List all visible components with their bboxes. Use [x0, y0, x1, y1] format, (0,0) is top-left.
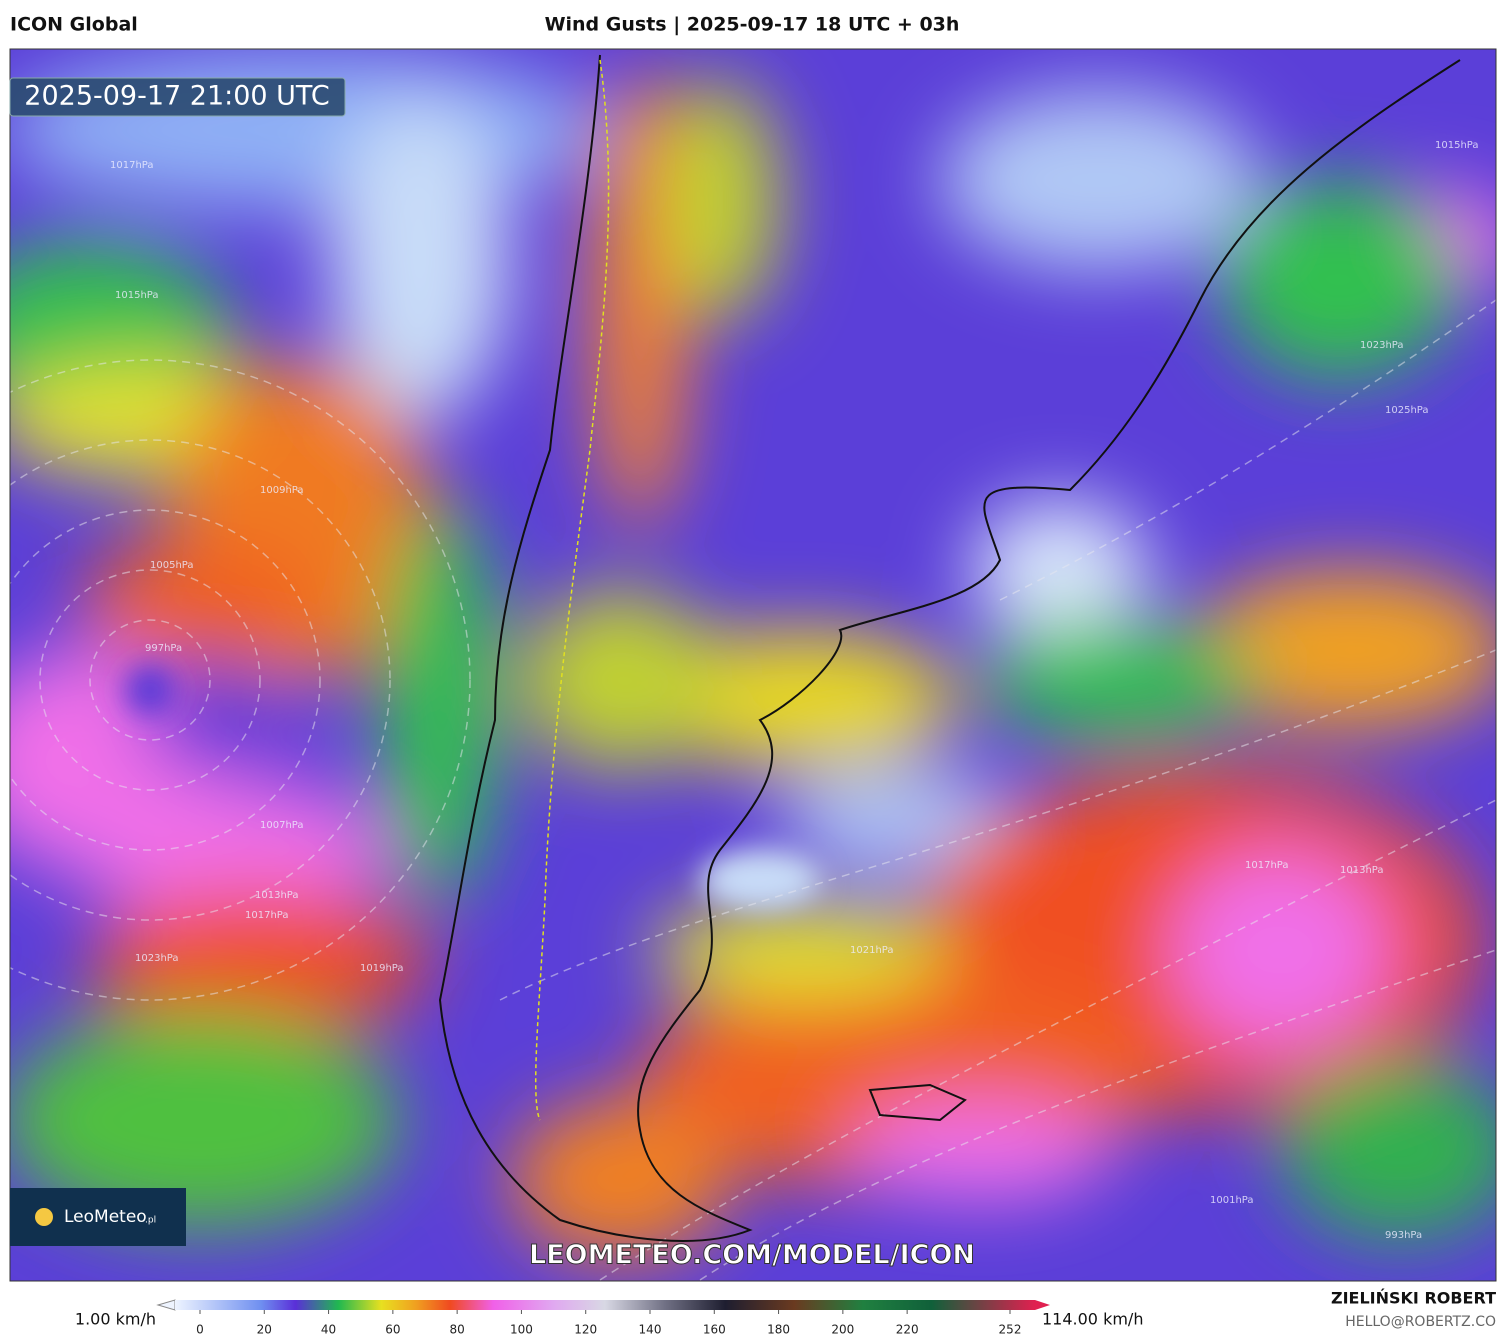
isobar-label: 1001hPa — [1210, 1195, 1254, 1206]
logo: LeoMeteo — [64, 1207, 147, 1227]
isobar-label: 1025hPa — [1385, 405, 1429, 416]
map: 1017hPa 1015hPa 1009hPa 1005hPa 997hPa 1007hP… — [10, 49, 1496, 1281]
isobar-label: 1015hPa — [1435, 140, 1479, 151]
tick-label: 120 — [574, 1323, 597, 1337]
tick-label: 180 — [767, 1323, 790, 1337]
tick-label: 0 — [196, 1323, 204, 1337]
isobar-label: 1023hPa — [1360, 340, 1404, 351]
url: LEOMETEO.COM/MODEL/ICON — [529, 1240, 975, 1271]
tick-label: 220 — [896, 1323, 919, 1337]
tick-label: 100 — [510, 1323, 533, 1337]
isobar-label: 1019hPa — [360, 963, 404, 974]
isobar-label: 1007hPa — [260, 820, 304, 831]
tick-label: 200 — [831, 1323, 854, 1337]
tick-label: 20 — [257, 1323, 272, 1337]
legend-arrow-right — [1035, 1300, 1050, 1310]
model-name: ICON Global — [10, 14, 138, 36]
isobar-label: 1017hPa — [245, 910, 289, 921]
colorbar — [175, 1300, 1035, 1310]
logo-suffix: .pl — [145, 1216, 156, 1226]
timestamp-box — [9, 77, 346, 117]
isobar-label: 993hPa — [1385, 1230, 1422, 1241]
logo-sun — [35, 1208, 53, 1226]
tick-label: 252 — [999, 1323, 1022, 1337]
isobar-label: 1009hPa — [260, 485, 304, 496]
map-title: Wind Gusts | 2025-09-17 18 UTC + 03h — [545, 14, 960, 36]
isobar-label: 1015hPa — [115, 290, 159, 301]
legend-arrow-left — [156, 1299, 176, 1311]
isobar-label: 1005hPa — [150, 560, 194, 571]
isobar-label: 1021hPa — [850, 945, 894, 956]
isobar-label: 1013hPa — [255, 890, 299, 901]
legend-min: 1.00 km/h — [75, 1310, 156, 1329]
isobar-label: 1023hPa — [135, 953, 179, 964]
author-email: HELLO@ROBERTZ.CO — [1345, 1314, 1496, 1330]
legend-max: 114.00 km/h — [1042, 1310, 1143, 1329]
isobar-label: 1017hPa — [110, 160, 154, 171]
isobar-label: 1017hPa — [1245, 860, 1289, 871]
tick-label: 60 — [385, 1323, 400, 1337]
isobar-label: 997hPa — [145, 643, 182, 654]
isobar-label: 1013hPa — [1340, 865, 1384, 876]
tick-label: 140 — [639, 1323, 662, 1337]
map-frame — [9, 48, 1497, 1282]
falklands — [868, 1083, 967, 1122]
author-name: ZIELIŃSKI ROBERT — [1331, 1289, 1496, 1308]
tick-label: 80 — [450, 1323, 465, 1337]
timestamp: 2025-09-17 21:00 UTC — [24, 81, 329, 112]
coastline — [438, 54, 1461, 1242]
tick-label: 160 — [703, 1323, 726, 1337]
tick-label: 40 — [321, 1323, 336, 1337]
